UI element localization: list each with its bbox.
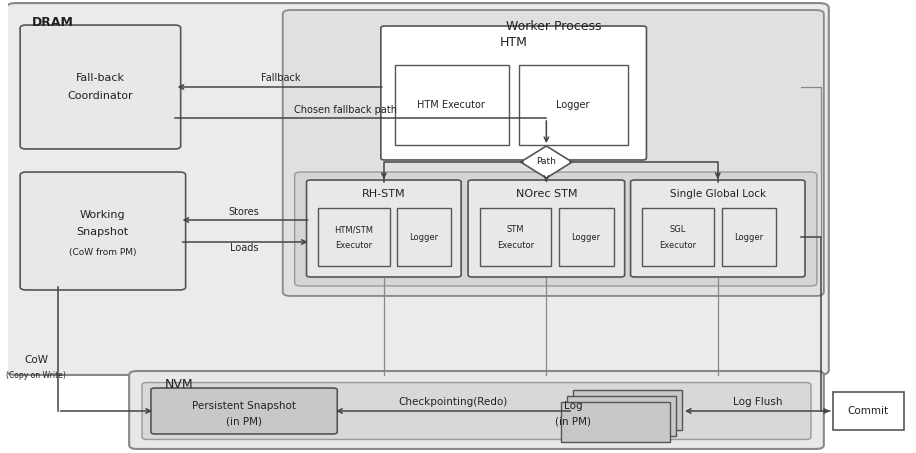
Text: Chosen fallback path: Chosen fallback path [294,105,397,115]
Text: HTM: HTM [500,37,528,49]
Text: Coordinator: Coordinator [68,91,133,101]
Bar [833,392,904,430]
Text: (in PM): (in PM) [226,417,262,427]
Bar [573,390,682,430]
FancyBboxPatch shape [142,382,811,439]
FancyBboxPatch shape [151,388,337,434]
Text: Executor: Executor [335,241,373,250]
Bar [560,208,614,266]
Text: Logger: Logger [734,232,763,241]
Text: Checkpointing(Redo): Checkpointing(Redo) [398,397,507,407]
Text: Worker Process: Worker Process [506,20,601,34]
Text: Working: Working [80,210,125,220]
FancyBboxPatch shape [6,3,829,375]
Text: Stores: Stores [229,207,259,217]
Text: DRAM: DRAM [32,15,74,29]
Bar [562,402,671,442]
FancyBboxPatch shape [381,26,647,160]
Text: Log Flush: Log Flush [733,397,782,407]
Text: SGL: SGL [670,226,686,235]
Bar [319,208,390,266]
FancyBboxPatch shape [307,180,461,277]
Text: STM: STM [507,226,524,235]
Bar [397,208,452,266]
Text: Snapshot: Snapshot [76,227,128,237]
Text: Path: Path [537,158,556,167]
Text: Fall-back: Fall-back [76,73,125,83]
Text: Logger: Logger [556,100,590,110]
Text: Executor: Executor [660,241,697,250]
Text: RH-STM: RH-STM [362,189,406,199]
Text: (CoW from PM): (CoW from PM) [69,247,136,256]
Text: (in PM): (in PM) [555,417,591,427]
Bar [518,65,627,145]
Text: Logger: Logger [409,232,438,241]
Bar [642,208,714,266]
Text: (Copy on Write): (Copy on Write) [6,371,66,380]
Text: Loads: Loads [230,243,258,253]
Text: CoW: CoW [24,355,48,365]
Text: Commit: Commit [848,406,889,416]
Text: NOrec STM: NOrec STM [516,189,577,199]
Polygon shape [520,146,572,178]
Text: Logger: Logger [572,232,601,241]
FancyBboxPatch shape [20,172,186,290]
FancyBboxPatch shape [630,180,805,277]
FancyBboxPatch shape [295,172,817,286]
Text: Fallback: Fallback [261,73,300,83]
Bar [722,208,776,266]
Text: Executor: Executor [497,241,534,250]
Text: Log: Log [564,401,583,411]
FancyBboxPatch shape [129,371,823,449]
Text: Persistent Snapshot: Persistent Snapshot [192,401,296,411]
Bar [480,208,551,266]
Text: HTM/STM: HTM/STM [334,226,374,235]
FancyBboxPatch shape [283,10,823,296]
FancyBboxPatch shape [20,25,180,149]
Text: NVM: NVM [164,379,193,391]
Text: HTM Executor: HTM Executor [418,100,485,110]
Text: Single Global Lock: Single Global Lock [670,189,766,199]
Bar [395,65,508,145]
FancyBboxPatch shape [468,180,625,277]
Bar [567,396,676,436]
